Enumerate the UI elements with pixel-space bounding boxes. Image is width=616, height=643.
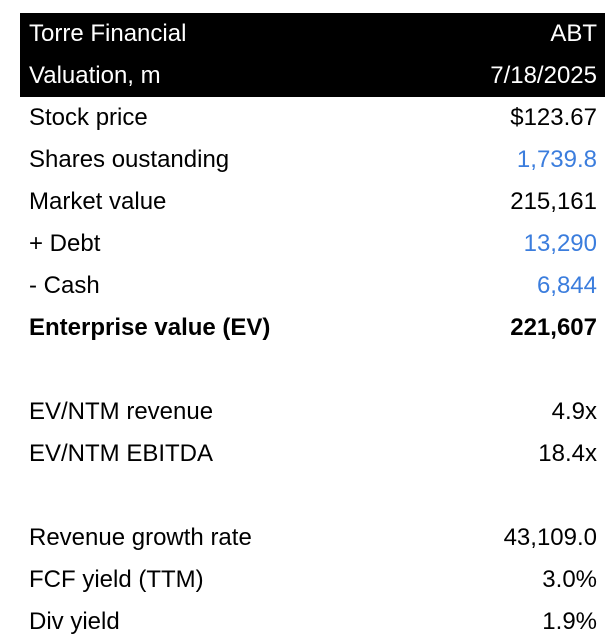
row-label: Revenue growth rate (29, 524, 252, 551)
row-cash: - Cash 6,844 (20, 265, 605, 307)
row-label: + Debt (29, 230, 101, 257)
company-name: Torre Financial (29, 20, 187, 47)
row-value[interactable]: 221,607 (510, 314, 597, 341)
row-value[interactable]: 18.4x (538, 440, 597, 467)
spacer-row (20, 475, 605, 517)
row-label: EV/NTM EBITDA (29, 440, 214, 467)
row-div-yield: Div yield 1.9% (20, 601, 605, 643)
header-row-company: Torre Financial ABT (20, 13, 605, 55)
row-value-input[interactable]: 13,290 (523, 230, 597, 257)
row-ev-ntm-ebitda: EV/NTM EBITDA 18.4x (20, 433, 605, 475)
row-revenue-growth-rate: Revenue growth rate 43,109.0 (20, 517, 605, 559)
row-label: Div yield (29, 608, 120, 635)
row-fcf-yield: FCF yield (TTM) 3.0% (20, 559, 605, 601)
row-stock-price: Stock price $123.67 (20, 97, 605, 139)
row-label: Stock price (29, 104, 148, 131)
row-label: FCF yield (TTM) (29, 566, 204, 593)
valuation-subtitle: Valuation, m (29, 62, 161, 89)
spacer-row (20, 349, 605, 391)
row-label: Shares oustanding (29, 146, 230, 173)
row-value[interactable]: 3.0% (542, 566, 597, 593)
row-value[interactable]: 215,161 (510, 188, 597, 215)
ticker-symbol: ABT (550, 20, 597, 47)
row-market-value: Market value 215,161 (20, 181, 605, 223)
row-label: Market value (29, 188, 167, 215)
row-shares-outstanding: Shares oustanding 1,739.8 (20, 139, 605, 181)
row-label: EV/NTM revenue (29, 398, 214, 425)
row-value[interactable]: 43,109.0 (503, 524, 597, 551)
row-value[interactable]: 4.9x (551, 398, 597, 425)
row-enterprise-value: Enterprise value (EV) 221,607 (20, 307, 605, 349)
valuation-table: Torre Financial ABT Valuation, m 7/18/20… (20, 13, 605, 643)
row-value-input[interactable]: 1,739.8 (516, 146, 597, 173)
row-debt: + Debt 13,290 (20, 223, 605, 265)
row-label: - Cash (29, 272, 100, 299)
header-row-valuation: Valuation, m 7/18/2025 (20, 55, 605, 97)
valuation-date: 7/18/2025 (490, 62, 597, 89)
row-ev-ntm-revenue: EV/NTM revenue 4.9x (20, 391, 605, 433)
row-value[interactable]: 1.9% (542, 608, 597, 635)
row-value-input[interactable]: 6,844 (536, 272, 597, 299)
row-value[interactable]: $123.67 (510, 104, 597, 131)
row-label: Enterprise value (EV) (29, 314, 271, 341)
